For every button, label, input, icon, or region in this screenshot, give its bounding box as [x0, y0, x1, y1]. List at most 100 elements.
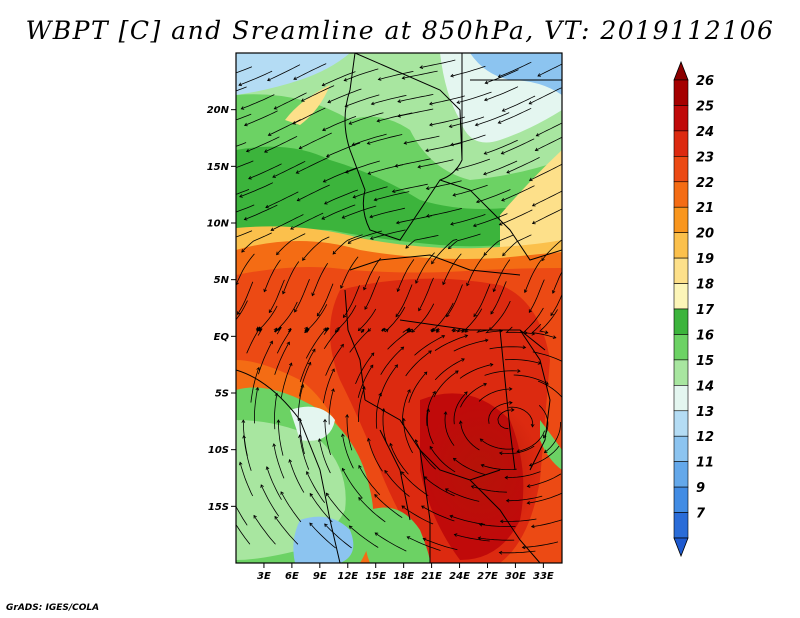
streamline-arrow [273, 106, 278, 110]
streamline-arrow [395, 313, 400, 318]
streamline-arrow [428, 101, 433, 106]
streamline-arrow [541, 257, 545, 262]
streamline [268, 279, 285, 313]
colorbar-label: 9 [696, 481, 705, 496]
streamline [280, 491, 302, 523]
lon-tick-label: 12E [337, 571, 358, 582]
streamline-arrow [360, 328, 365, 333]
streamline [450, 134, 486, 146]
streamline [253, 515, 276, 545]
streamline-arrow [448, 124, 453, 128]
streamline [293, 63, 327, 80]
streamline [384, 306, 406, 333]
map-plot-area [236, 53, 572, 563]
streamline-arrow [450, 73, 454, 78]
streamline [332, 234, 363, 255]
streamline [299, 132, 332, 149]
streamline-arrow [351, 142, 356, 146]
streamline [316, 283, 334, 317]
streamline [289, 459, 305, 493]
streamline [360, 329, 365, 333]
streamline-arrow [405, 245, 409, 249]
streamline-arrow [239, 194, 243, 198]
streamline [434, 358, 465, 381]
streamline-arrow [501, 108, 506, 112]
streamline [344, 68, 379, 81]
colorbar-label: 12 [696, 430, 714, 445]
streamline [321, 204, 356, 220]
field-northeast-blue [470, 53, 562, 95]
streamline-arrow [497, 120, 502, 124]
streamline-arrow [324, 327, 329, 331]
streamline-arrow [286, 341, 290, 346]
streamline [505, 471, 541, 478]
streamline [282, 261, 300, 294]
streamline-arrow [240, 106, 245, 110]
streamline [236, 505, 248, 526]
streamline-arrow [569, 430, 572, 433]
streamline [367, 438, 383, 472]
streamline-arrow [501, 197, 505, 202]
streamline [323, 368, 335, 404]
streamline [342, 468, 363, 499]
streamline [260, 484, 280, 517]
streamline-arrow [394, 163, 399, 168]
streamline [236, 113, 252, 121]
streamline [484, 139, 518, 155]
streamline [426, 180, 462, 190]
streamline [275, 301, 298, 331]
streamline-arrow [340, 433, 345, 438]
streamline-arrow [531, 220, 536, 225]
colorbar-swatch [673, 512, 689, 539]
streamline [352, 133, 387, 146]
streamline [342, 434, 354, 469]
lat-tick-label: 20N [207, 105, 230, 116]
streamline-arrow [403, 141, 408, 145]
streamline [408, 371, 428, 403]
streamline-arrow [543, 449, 548, 454]
streamline [489, 346, 526, 350]
streamline-arrow [436, 329, 440, 333]
streamline [380, 346, 404, 375]
streamline-arrow [245, 148, 250, 153]
streamline [498, 107, 532, 124]
streamline-arrow [357, 327, 362, 332]
map-frame [235, 52, 563, 564]
streamline-arrow [265, 204, 269, 209]
streamline [484, 370, 521, 376]
streamline-arrow [256, 327, 261, 331]
streamline-arrow [425, 214, 430, 218]
streamline-arrow [343, 77, 348, 82]
streamline [375, 393, 382, 429]
streamline [274, 341, 290, 375]
streamline-arrow [323, 418, 327, 423]
colorbar-swatch [673, 181, 689, 208]
streamline-arrow [526, 484, 531, 488]
streamline [281, 362, 292, 398]
streamline [301, 85, 335, 102]
streamline [325, 492, 350, 521]
streamline [380, 364, 398, 397]
streamline [473, 213, 508, 227]
lon-tick-label: 6E [285, 571, 299, 582]
lat-tick-label: 15S [208, 502, 229, 513]
streamline-arrow [484, 80, 489, 85]
streamline [528, 279, 545, 313]
colorbar-swatch [673, 283, 689, 310]
streamline-arrow [528, 177, 533, 182]
streamline-arrow [238, 461, 243, 466]
streamline-arrow [389, 442, 393, 447]
streamline [442, 253, 462, 285]
streamline [402, 389, 411, 425]
streamline-arrow [352, 194, 357, 199]
streamline-arrow [376, 118, 381, 123]
streamline-arrow [489, 363, 494, 367]
streamline [418, 159, 454, 168]
streamline [323, 167, 357, 183]
streamline [505, 326, 535, 335]
country-borders [236, 53, 562, 563]
streamline-arrow [452, 193, 457, 197]
streamline-arrow [385, 328, 389, 333]
streamline [453, 457, 486, 475]
